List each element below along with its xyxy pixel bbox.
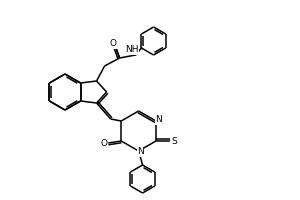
Text: N: N (155, 116, 162, 124)
Text: O: O (101, 140, 108, 148)
Text: NH: NH (125, 46, 138, 54)
Text: N: N (137, 148, 144, 156)
Text: O: O (109, 40, 116, 48)
Text: S: S (171, 137, 177, 146)
